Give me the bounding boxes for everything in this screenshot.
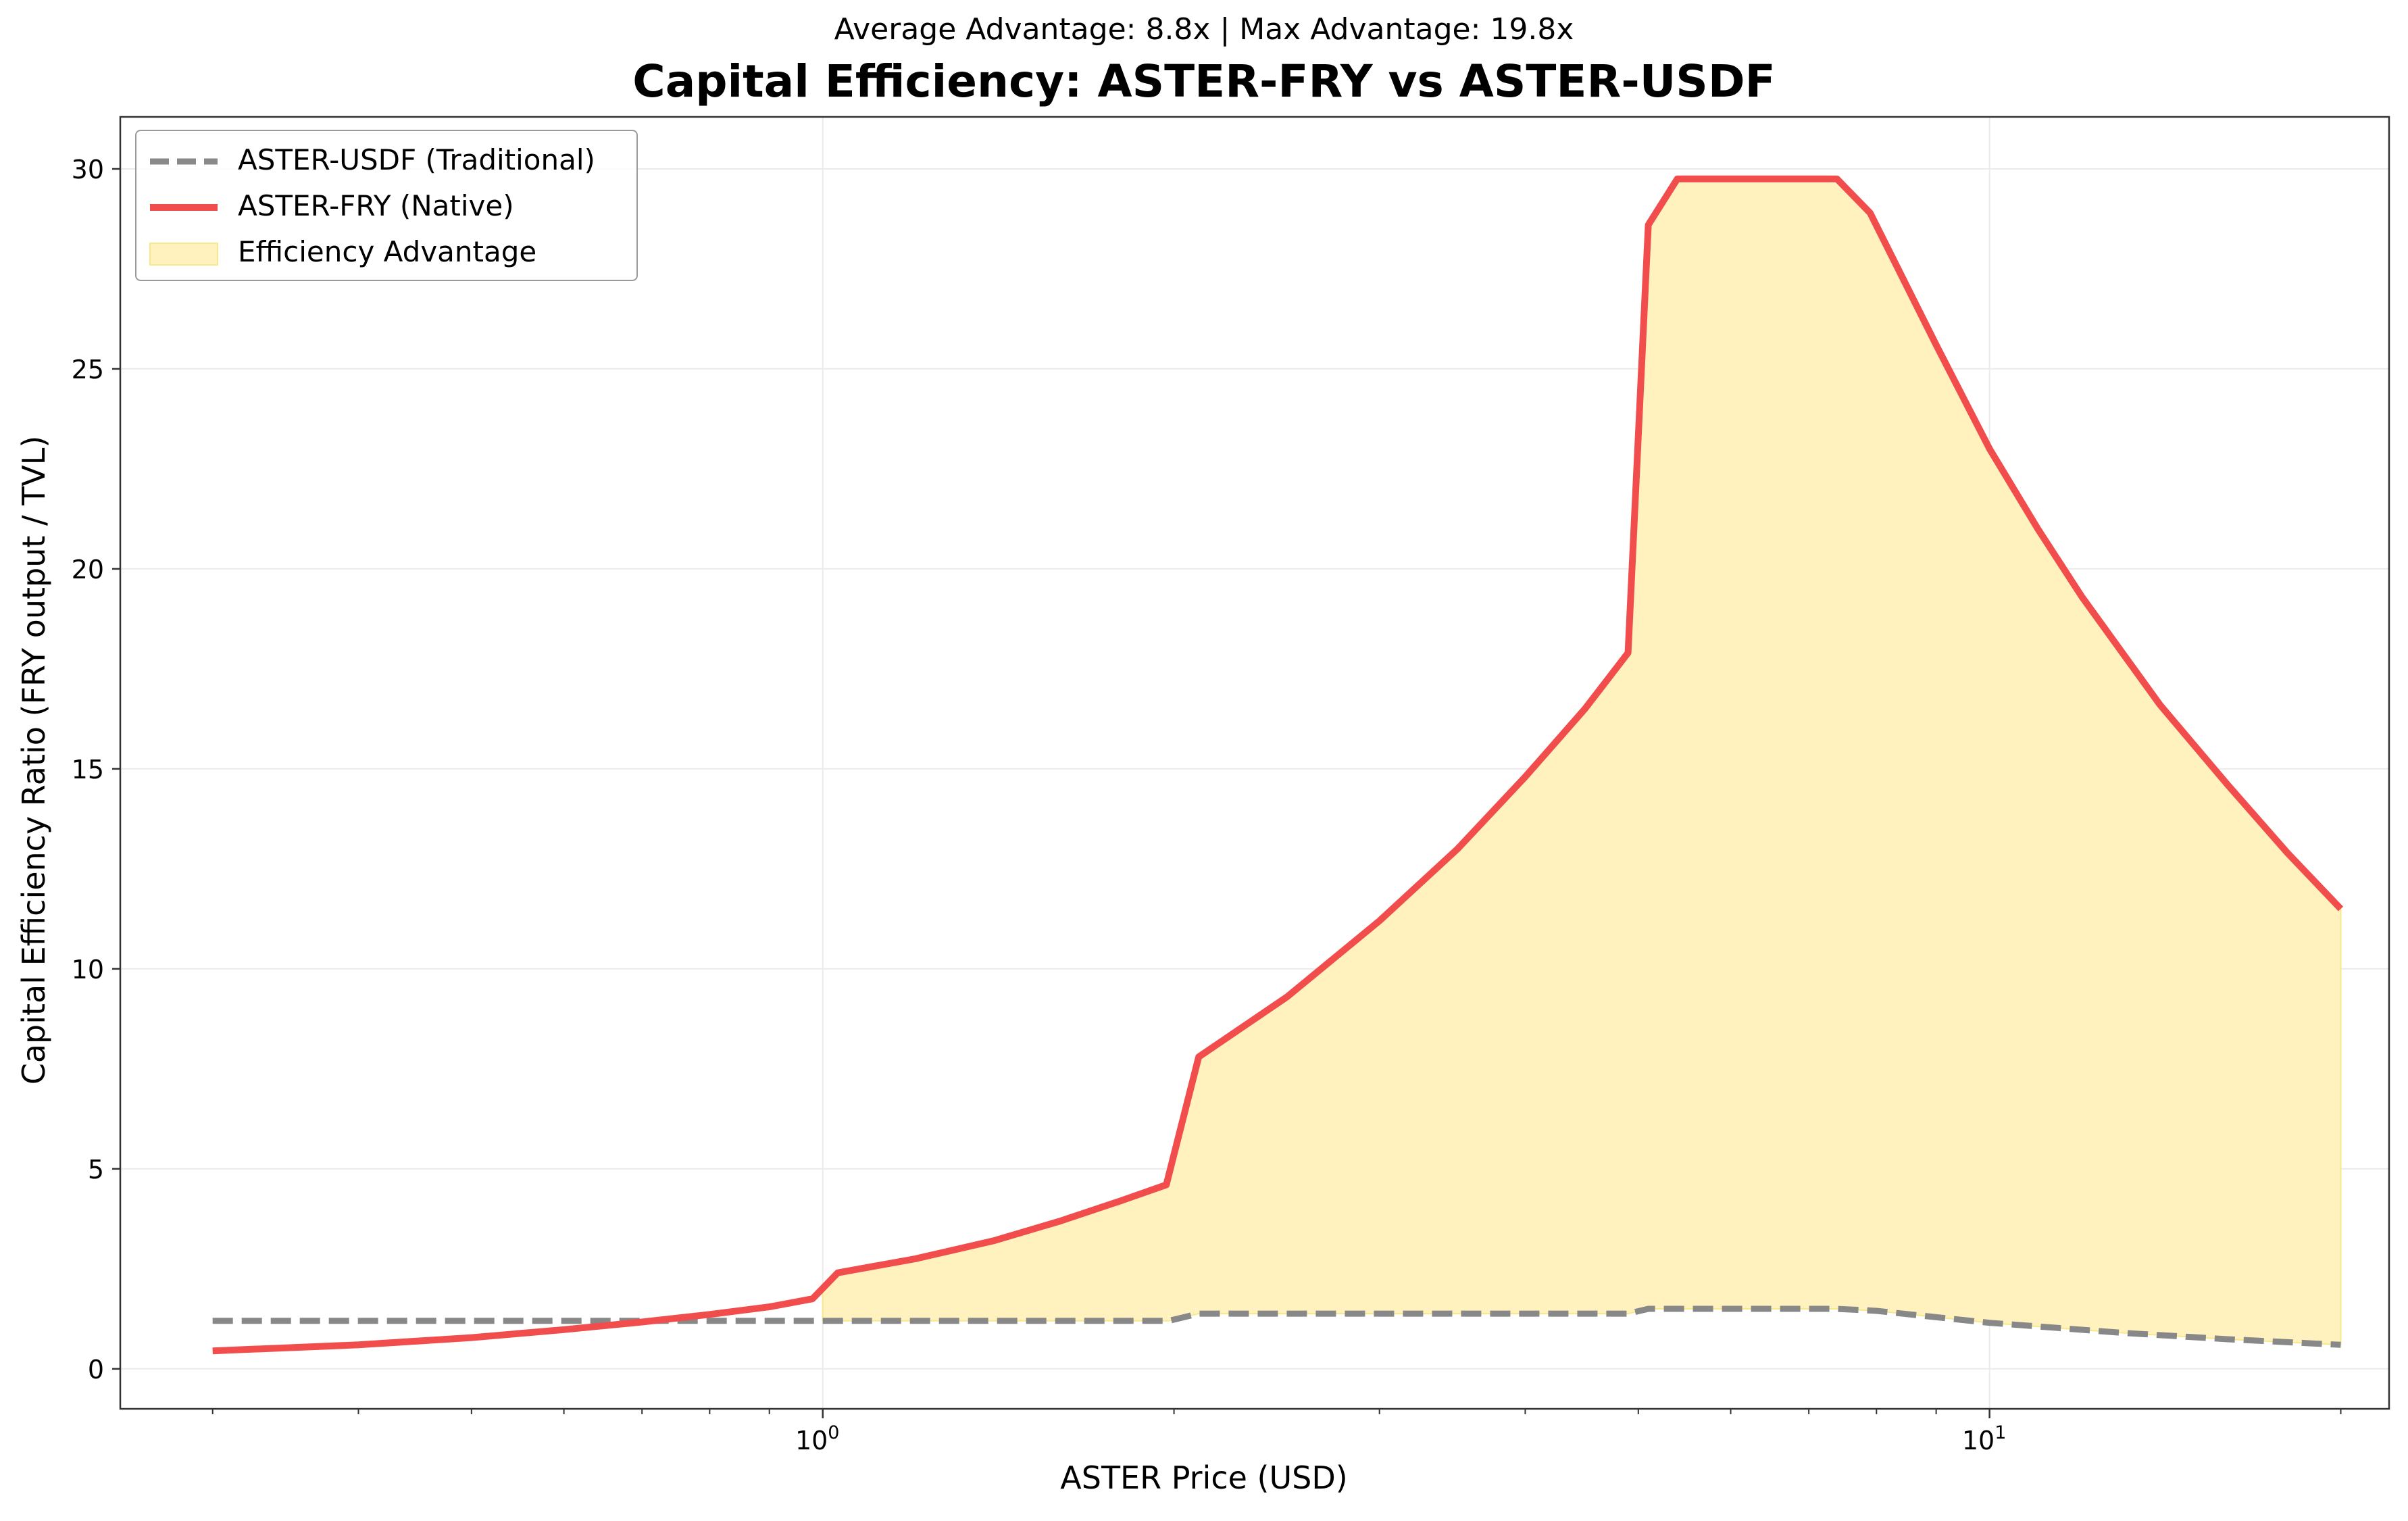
legend-item-usdf: ASTER-USDF (Traditional) — [136, 139, 636, 184]
legend-label-advantage: Efficiency Advantage — [238, 235, 537, 268]
plot-frame — [119, 116, 2390, 1410]
legend-label-usdf: ASTER-USDF (Traditional) — [238, 143, 595, 176]
y-axis-label: Capital Efficiency Ratio (FRY output / T… — [16, 435, 52, 1085]
x-axis-label: ASTER Price (USD) — [1060, 1460, 1348, 1496]
legend-label-fry: ASTER-FRY (Native) — [238, 189, 514, 222]
chart-title: Capital Efficiency: ASTER-FRY vs ASTER-U… — [632, 55, 1776, 107]
legend-item-advantage: Efficiency Advantage — [136, 231, 636, 276]
y-tick-label: 30 — [72, 155, 104, 184]
y-tick-label: 5 — [88, 1155, 104, 1185]
legend-item-fry: ASTER-FRY (Native) — [136, 185, 636, 230]
y-tick-label: 10 — [72, 955, 104, 984]
legend-swatch-advantage — [149, 243, 218, 266]
y-tick-label: 0 — [88, 1355, 104, 1385]
legend-swatch-usdf — [150, 158, 218, 165]
y-tick-label: 25 — [72, 355, 104, 384]
series-line-fry — [212, 175, 2344, 1355]
efficiency-advantage-area — [822, 178, 2342, 1346]
x-tick-label: 101 — [1962, 1422, 2007, 1455]
y-tick-label: 20 — [72, 555, 104, 584]
chart-legend: ASTER-USDF (Traditional) ASTER-FRY (Nati… — [135, 130, 638, 281]
x-tick-label: 100 — [795, 1422, 840, 1455]
y-tick-label: 15 — [72, 755, 104, 784]
legend-swatch-fry — [150, 204, 218, 211]
chart-subtitle: Average Advantage: 8.8x | Max Advantage:… — [834, 12, 1574, 47]
